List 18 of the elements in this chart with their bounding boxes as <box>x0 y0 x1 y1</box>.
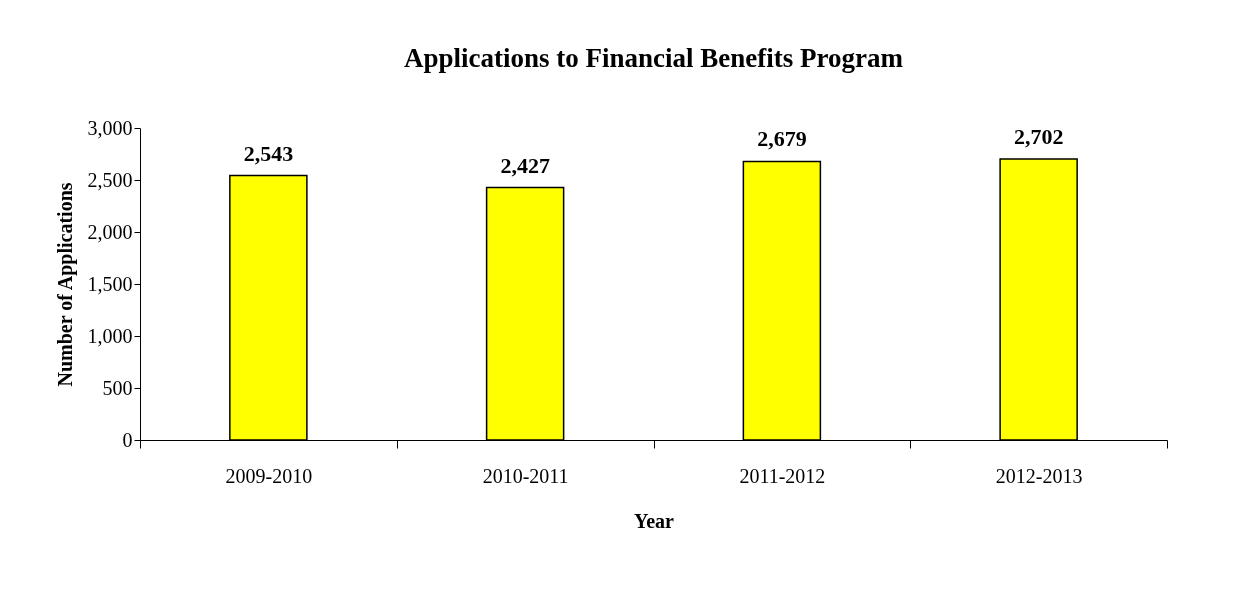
y-axis-title: Number of Applications <box>53 182 77 387</box>
data-label: 2,543 <box>243 140 294 166</box>
y-tick-label: 1,500 <box>87 272 133 295</box>
y-tick-label: 3,000 <box>87 116 133 139</box>
y-tick-label: 2,500 <box>87 168 133 191</box>
x-axis-title: Year <box>634 509 675 532</box>
x-tick-label: 2009-2010 <box>225 464 313 487</box>
y-tick-label: 500 <box>102 376 133 399</box>
data-label: 2,427 <box>500 152 550 178</box>
y-tick-label: 2,000 <box>87 220 133 243</box>
data-label: 2,702 <box>1013 123 1064 149</box>
x-tick-label: 2011-2012 <box>739 464 826 487</box>
x-tick-label: 2012-2013 <box>995 464 1083 487</box>
chart-title: Applications to Financial Benefits Program <box>404 43 904 73</box>
data-label: 2,679 <box>757 126 807 152</box>
y-tick-label: 1,000 <box>87 324 133 347</box>
x-tick-label: 2010-2011 <box>482 464 569 487</box>
y-tick-label: 0 <box>122 428 133 451</box>
